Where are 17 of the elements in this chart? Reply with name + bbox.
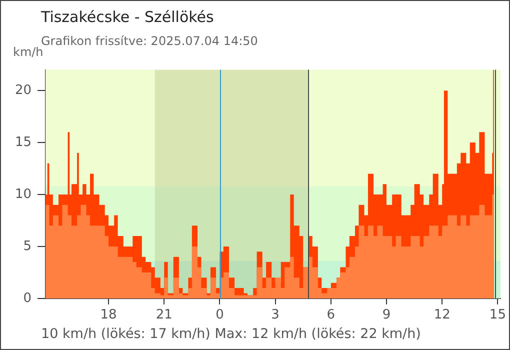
x-tick-label: 21 [156, 308, 172, 323]
chart-subtitle: Grafikon frissítve: 2025.07.04 14:50 [41, 34, 258, 48]
x-tick-label: 12 [434, 308, 450, 323]
x-tick-label: 3 [271, 308, 280, 323]
x-tick-label: 18 [100, 308, 117, 323]
y-tick-label: 10 [14, 186, 32, 202]
y-tick-label: 15 [14, 134, 32, 150]
x-tick-label: 15 [489, 308, 506, 323]
y-tick-label: 0 [23, 290, 32, 306]
text: 10 km/h (lökés: 17 km/h) Max: 12 km/h (lökés: 22 km/h) [41, 326, 421, 342]
chart-title: Tiszakécske - Széllökés [41, 8, 214, 26]
x-tick-label: 9 [382, 308, 391, 323]
y-tick-label: 5 [23, 238, 32, 254]
x-tick-label: 0 [216, 308, 224, 323]
x-tick-label: 6 [326, 308, 336, 323]
y-axis-title: km/h [13, 45, 44, 59]
y-tick-label: 20 [14, 82, 32, 98]
